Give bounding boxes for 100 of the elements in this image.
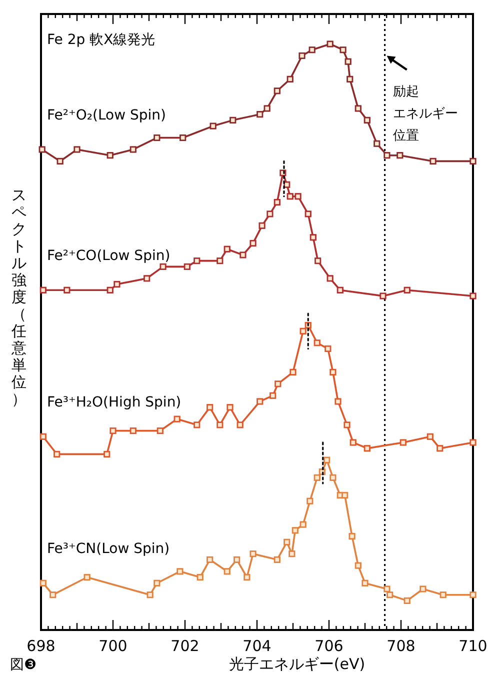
point [270,392,276,399]
x-axis-title: 光子エネルギー(eV) [228,655,366,673]
point [386,592,394,598]
point [274,88,280,94]
point [354,562,362,569]
annotation: エネルギー [392,106,458,122]
point [336,286,344,294]
x-tick-label: 708 [386,637,416,655]
point [216,258,224,264]
point [130,146,136,153]
point [344,422,350,428]
point [74,146,80,153]
point [354,105,362,112]
point [154,580,160,586]
point [206,556,214,563]
point [470,292,476,300]
point [110,427,116,434]
series-label: Fe²⁺CO(Low Spin) [47,248,170,264]
point [420,586,426,592]
point [298,52,306,60]
point [224,568,230,575]
series-label: Fe³⁺CN(Low Spin) [47,541,170,558]
x-tick-label: 700 [98,637,128,655]
point [40,580,46,586]
point [374,140,380,147]
series-label: Fe²⁺O₂(Low Spin) [47,107,166,124]
point [256,398,264,405]
point [194,422,200,428]
point [104,450,110,458]
point [196,574,204,581]
point [426,433,434,440]
point [330,474,336,481]
point [180,134,186,142]
point [306,498,314,504]
point [340,46,346,54]
point [56,158,64,164]
text: 図❸ [10,657,37,673]
point [174,416,180,422]
point [38,146,46,153]
point [470,592,476,598]
point [342,492,348,499]
point [300,521,306,528]
point [54,450,60,458]
point [84,574,90,581]
point [184,263,190,270]
point [400,439,406,446]
x-tick-label: 698 [26,637,56,655]
point [326,275,334,282]
annotation: 励起 [392,84,419,100]
x-tick-label: 710 [458,637,488,655]
annotation: 位置 [392,128,419,144]
point [216,422,224,428]
point [304,210,312,218]
point [380,292,386,300]
point [194,258,200,264]
point [440,592,446,598]
point [344,58,352,65]
point [310,234,316,241]
point [314,340,320,346]
point [286,193,294,200]
point [290,368,296,376]
chart-title: Fe 2p 軟X線発光 [47,32,156,48]
point [274,556,280,563]
point [114,280,120,288]
point [404,597,410,604]
point [292,527,298,534]
point [274,198,280,206]
point [256,111,264,118]
point [314,258,322,264]
point [40,433,46,440]
point [106,286,114,294]
point [210,122,216,130]
point [240,252,246,258]
point [350,439,356,446]
arrow-note: 励起 [386,56,419,100]
point [206,404,214,411]
point [144,275,150,282]
point [244,574,250,581]
point [294,193,302,200]
point [40,286,46,294]
point [364,116,370,124]
point [470,158,476,164]
point [274,380,282,388]
point [106,152,114,159]
point [288,550,296,558]
point [470,439,476,446]
point [300,328,306,334]
point [384,586,390,592]
point [326,40,334,48]
text: スペクトル強度（任意単位） [12,186,26,408]
x-tick-label: 704 [242,637,272,655]
point [50,592,56,598]
point [64,286,70,294]
point [436,445,444,452]
point [266,210,274,218]
point [346,76,354,82]
point [430,158,436,164]
point [130,427,136,434]
point [156,427,164,434]
point [396,152,404,159]
